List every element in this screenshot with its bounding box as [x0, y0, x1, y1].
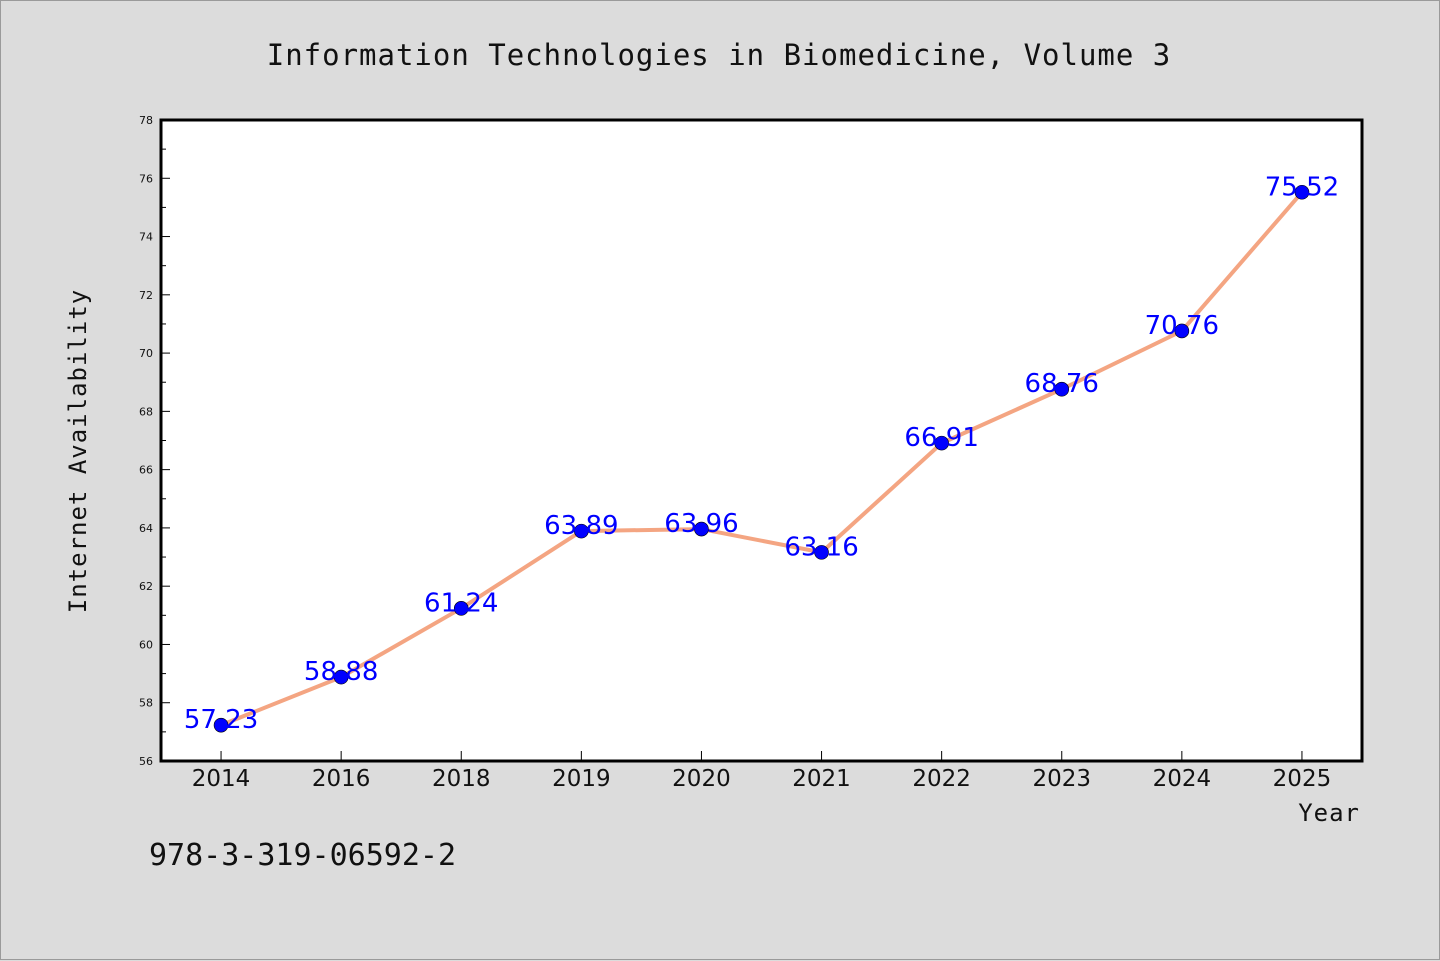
data-point: [1054, 381, 1070, 397]
data-point: [694, 521, 709, 537]
data-point: [333, 669, 349, 685]
x-tick-label: 2020: [672, 766, 731, 792]
x-tick-label: 2023: [1032, 766, 1091, 792]
data-label: 58.88: [304, 657, 378, 687]
y-tick-label: 78: [139, 114, 153, 127]
data-label: 63.89: [544, 511, 618, 541]
data-label: 75.52: [1265, 172, 1339, 202]
footnote-isbn: 978-3-319-06592-2: [149, 838, 456, 873]
data-label: 61.24: [424, 588, 498, 618]
y-tick-label: 56: [139, 755, 153, 768]
y-tick-label: 68: [139, 405, 153, 418]
x-tick-label: 2014: [192, 766, 251, 792]
y-tick-label: 64: [139, 522, 153, 535]
y-tick-label: 60: [139, 638, 153, 651]
y-tick-label: 72: [139, 289, 153, 302]
y-axis-label: Internet Availability: [64, 289, 92, 613]
data-point: [213, 717, 229, 733]
data-point: [574, 523, 589, 539]
y-tick-label: 62: [139, 580, 153, 593]
x-axis: 2014 2016 2018 2019 2020 2021 2022 2023 2024 2025: [192, 751, 1331, 792]
x-tick-label: 2018: [432, 766, 491, 792]
x-tick-label: 2025: [1273, 766, 1332, 792]
data-point: [1174, 323, 1190, 339]
data-point: [1294, 184, 1310, 200]
data-point: [814, 545, 829, 560]
x-tick-label: 2024: [1153, 766, 1212, 792]
data-label: 57.23: [184, 705, 258, 735]
y-tick-label: 70: [139, 347, 153, 360]
plot-area: [159, 118, 1364, 763]
data-label: 68.76: [1025, 369, 1099, 399]
x-tick-label: 2022: [912, 766, 971, 792]
y-axis: 56 58 60 62 64 66 68 70 72 74 76 78: [139, 114, 170, 768]
data-label: 70.76: [1145, 311, 1219, 341]
data-label: 66.91: [904, 423, 978, 453]
x-tick-label: 2016: [312, 766, 371, 792]
data-label: 63.16: [784, 532, 858, 562]
y-tick-label: 74: [139, 231, 153, 244]
data-point: [453, 601, 469, 616]
series-group: 57.23 58.88 61.24 63.89 63.96 63.16 66.91 68.76…: [184, 172, 1339, 735]
y-tick-label: 58: [139, 697, 153, 710]
chart-title: Information Technologies in Biomedicine,…: [267, 38, 1172, 72]
data-label: 63.96: [664, 509, 738, 539]
data-point: [934, 435, 949, 451]
x-axis-label: Year: [1298, 799, 1360, 827]
x-tick-label: 2019: [552, 766, 611, 792]
y-tick-label: 76: [139, 172, 153, 185]
series-line: [220, 190, 1304, 728]
y-tick-label: 66: [139, 464, 153, 477]
x-tick-label: 2021: [792, 766, 851, 792]
